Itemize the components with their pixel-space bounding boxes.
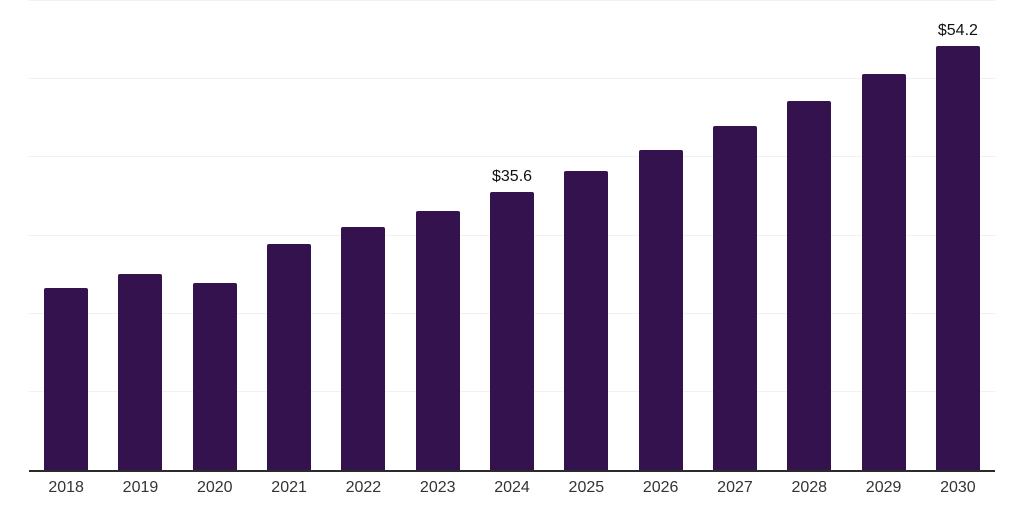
x-tick-2018: 2018 xyxy=(48,479,84,496)
plot-area: $35.6 $54.2 xyxy=(29,0,995,472)
bar-2026 xyxy=(638,150,683,470)
band-2026 xyxy=(624,0,698,470)
bar-2025 xyxy=(564,171,609,470)
bar-2028 xyxy=(787,101,832,470)
x-tick-2020: 2020 xyxy=(196,479,233,496)
band-2023 xyxy=(401,0,475,470)
bar-2029 xyxy=(861,73,906,470)
x-tick-2027: 2027 xyxy=(717,479,753,496)
bar-2021 xyxy=(267,244,312,470)
x-tick-2025: 2025 xyxy=(568,479,605,496)
bar-2022 xyxy=(341,226,386,470)
bar-2023 xyxy=(415,210,460,470)
bar-2020 xyxy=(192,283,237,470)
x-tick-2028: 2028 xyxy=(791,479,828,496)
band-2020 xyxy=(178,0,252,470)
x-tick-2030: 2030 xyxy=(940,479,976,496)
bar-2027 xyxy=(712,126,757,470)
bar-2024 xyxy=(490,191,535,470)
gridline-60 xyxy=(29,0,995,1)
data-label-2024: $35.6 xyxy=(492,167,533,185)
bar-2030 xyxy=(935,46,980,470)
x-axis-labels: 2018 2019 2020 2021 2022 2023 2024 2025 2026 2027… xyxy=(29,478,995,498)
gridline-50 xyxy=(29,78,995,80)
band-2024: $35.6 xyxy=(475,0,549,470)
gridline-40 xyxy=(29,156,995,158)
band-2025 xyxy=(549,0,623,470)
data-label-2030: $54.2 xyxy=(937,22,978,40)
band-2018 xyxy=(29,0,103,470)
band-2027 xyxy=(698,0,772,470)
band-2029 xyxy=(846,0,920,470)
band-2022 xyxy=(326,0,400,470)
x-tick-2022: 2022 xyxy=(345,479,382,496)
x-tick-2024: 2024 xyxy=(494,479,530,496)
x-tick-2029: 2029 xyxy=(865,479,902,496)
band-2030: $54.2 xyxy=(921,0,995,470)
x-tick-2019: 2019 xyxy=(122,479,159,496)
x-tick-2026: 2026 xyxy=(642,479,679,496)
band-2028 xyxy=(772,0,846,470)
x-axis-line xyxy=(29,470,995,472)
x-tick-2021: 2021 xyxy=(271,479,307,496)
bar-2019 xyxy=(118,273,163,470)
bar-2018 xyxy=(44,287,89,470)
bar-bands: $35.6 $54.2 xyxy=(29,0,995,470)
x-tick-2023: 2023 xyxy=(419,479,456,496)
band-2019 xyxy=(103,0,177,470)
band-2021 xyxy=(252,0,326,470)
